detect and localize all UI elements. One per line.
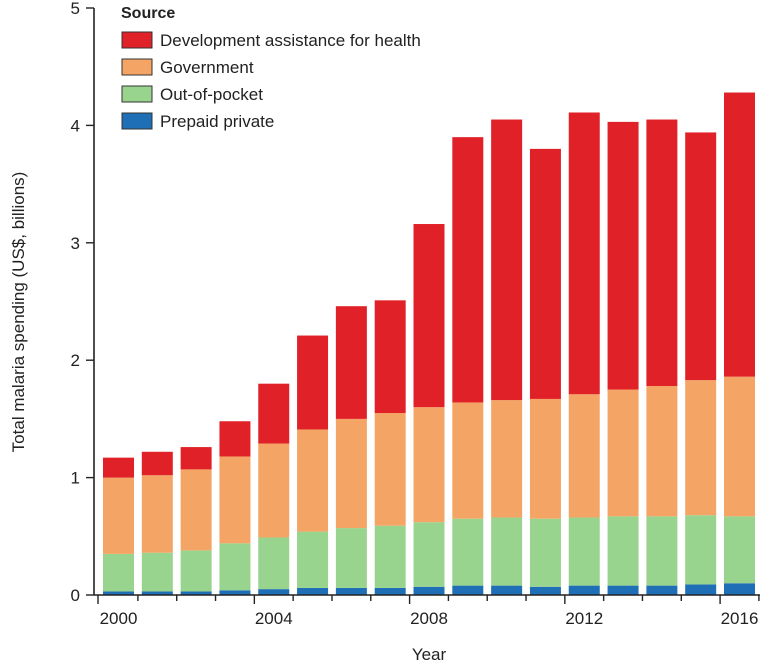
- x-tick-label-2012: 2012: [565, 609, 603, 628]
- bar-segment-development-assistance-for-health-2016: [724, 92, 755, 377]
- bar-segment-development-assistance-for-health-2015: [685, 132, 717, 381]
- bar-segment-development-assistance-for-health-2008: [413, 224, 445, 408]
- bar-segment-government-2010: [491, 400, 523, 518]
- bar-segment-prepaid-private-2015: [685, 584, 717, 595]
- bar-segment-prepaid-private-2013: [607, 585, 639, 595]
- bar-segment-prepaid-private-2006: [335, 587, 367, 595]
- y-tick-label-4: 4: [71, 116, 80, 135]
- bar-segment-out-of-pocket-2008: [413, 522, 445, 587]
- bars-layer: [103, 92, 755, 595]
- bar-segment-out-of-pocket-2005: [297, 531, 329, 588]
- ticks-layer: 0 1 2 3 4 5 2000 2004 2008 2012 2016: [71, 0, 760, 628]
- x-tick-label-2000: 2000: [100, 609, 138, 628]
- bar-segment-out-of-pocket-2000: [103, 553, 134, 592]
- bar-segment-prepaid-private-2007: [374, 587, 406, 595]
- bar-segment-out-of-pocket-2007: [374, 525, 406, 588]
- bar-segment-government-2000: [103, 477, 134, 554]
- bar-segment-prepaid-private-2003: [219, 590, 251, 595]
- axes-layer: [93, 8, 760, 596]
- bar-segment-out-of-pocket-2016: [724, 516, 755, 584]
- bar-segment-out-of-pocket-2001: [141, 552, 173, 592]
- bar-segment-development-assistance-for-health-2004: [258, 383, 290, 444]
- y-tick-label-2: 2: [71, 351, 80, 370]
- bar-segment-out-of-pocket-2014: [646, 516, 678, 586]
- x-tick-label-2016: 2016: [721, 609, 759, 628]
- legend-swatch-development-assistance-for-health: [121, 31, 153, 49]
- x-tick-label-2004: 2004: [255, 609, 293, 628]
- bar-segment-development-assistance-for-health-2006: [335, 306, 367, 419]
- bar-segment-government-2008: [413, 407, 445, 523]
- bar-segment-prepaid-private-2005: [297, 587, 329, 595]
- bar-segment-government-2009: [452, 402, 484, 519]
- bar-segment-prepaid-private-2011: [529, 586, 561, 595]
- legend-label-government: Government: [160, 58, 254, 77]
- bar-segment-out-of-pocket-2011: [529, 518, 561, 587]
- x-axis-title: Year: [412, 645, 447, 664]
- bar-segment-prepaid-private-2008: [413, 586, 445, 595]
- y-tick-label-5: 5: [71, 0, 80, 18]
- bar-segment-out-of-pocket-2002: [180, 550, 212, 592]
- bar-segment-development-assistance-for-health-2010: [491, 119, 523, 401]
- bar-segment-development-assistance-for-health-2003: [219, 421, 251, 457]
- legend-title: Source: [121, 5, 175, 22]
- bar-segment-development-assistance-for-health-2002: [180, 447, 212, 470]
- bar-segment-prepaid-private-2002: [180, 591, 212, 595]
- bar-segment-government-2014: [646, 386, 678, 517]
- bar-segment-development-assistance-for-health-2007: [374, 300, 406, 414]
- bar-segment-out-of-pocket-2004: [258, 537, 290, 590]
- bar-segment-development-assistance-for-health-2012: [568, 112, 600, 395]
- bar-segment-government-2002: [180, 469, 212, 551]
- y-tick-label-3: 3: [71, 234, 80, 253]
- bar-segment-prepaid-private-2001: [141, 591, 173, 595]
- bar-segment-out-of-pocket-2013: [607, 516, 639, 586]
- y-tick-label-1: 1: [71, 469, 80, 488]
- legend-swatch-prepaid-private: [121, 112, 153, 130]
- bar-segment-development-assistance-for-health-2014: [646, 119, 678, 387]
- bar-segment-prepaid-private-2012: [568, 585, 600, 595]
- bar-segment-prepaid-private-2004: [258, 589, 290, 595]
- bar-segment-development-assistance-for-health-2005: [297, 335, 329, 430]
- bar-segment-prepaid-private-2000: [103, 591, 134, 595]
- bar-segment-out-of-pocket-2003: [219, 543, 251, 591]
- legend: Source Development assistance for health…: [121, 5, 421, 131]
- bar-segment-government-2004: [258, 443, 290, 538]
- legend-label-prepaid-private: Prepaid private: [160, 112, 274, 131]
- y-tick-label-0: 0: [71, 586, 80, 605]
- bar-segment-out-of-pocket-2012: [568, 517, 600, 586]
- bar-segment-government-2005: [297, 429, 329, 532]
- bar-segment-government-2006: [335, 418, 367, 529]
- bar-segment-out-of-pocket-2010: [491, 517, 523, 586]
- bar-segment-out-of-pocket-2006: [335, 528, 367, 588]
- bar-segment-out-of-pocket-2015: [685, 515, 717, 585]
- legend-label-out-of-pocket: Out-of-pocket: [160, 85, 263, 104]
- bar-segment-development-assistance-for-health-2000: [103, 457, 134, 478]
- bar-segment-prepaid-private-2016: [724, 583, 755, 595]
- bar-segment-government-2016: [724, 376, 755, 517]
- bar-segment-government-2003: [219, 456, 251, 544]
- bar-segment-government-2013: [607, 389, 639, 517]
- bar-segment-prepaid-private-2010: [491, 585, 523, 595]
- legend-label-development-assistance-for-health: Development assistance for health: [160, 31, 421, 50]
- x-tick-label-2008: 2008: [410, 609, 448, 628]
- legend-swatch-out-of-pocket: [121, 85, 153, 103]
- bar-segment-development-assistance-for-health-2001: [141, 451, 173, 476]
- bar-segment-government-2012: [568, 394, 600, 518]
- bar-segment-development-assistance-for-health-2009: [452, 137, 484, 403]
- bar-segment-out-of-pocket-2009: [452, 518, 484, 586]
- bar-segment-prepaid-private-2009: [452, 585, 484, 595]
- bar-segment-development-assistance-for-health-2013: [607, 121, 639, 390]
- y-axis-title: Total malaria spending (US$, billions): [9, 172, 28, 453]
- bar-segment-government-2011: [529, 398, 561, 519]
- bar-segment-government-2015: [685, 380, 717, 516]
- bar-segment-development-assistance-for-health-2011: [529, 148, 561, 399]
- legend-swatch-government: [121, 58, 153, 76]
- bar-segment-prepaid-private-2014: [646, 585, 678, 595]
- bar-segment-government-2001: [141, 475, 173, 553]
- bar-segment-government-2007: [374, 413, 406, 526]
